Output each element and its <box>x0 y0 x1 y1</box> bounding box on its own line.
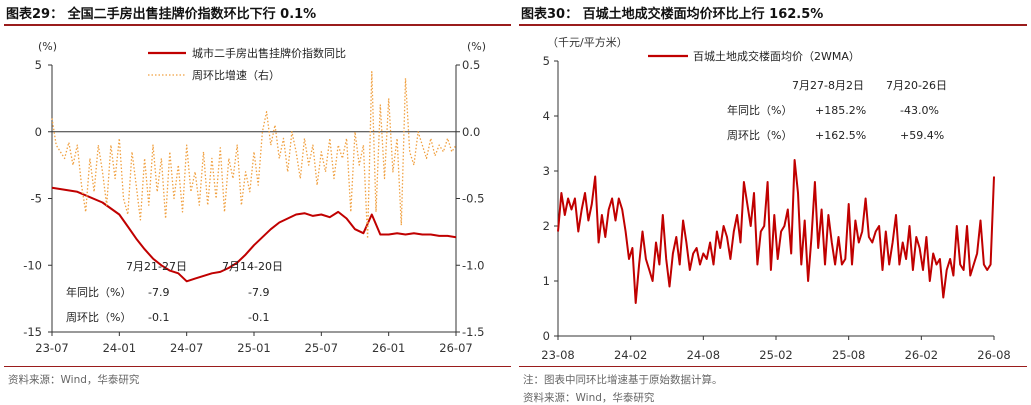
y-tick-label: 2 <box>543 219 550 233</box>
annotation-value-current: -0.1 <box>148 311 169 324</box>
right-source-note: 资料来源：Wind，华泰研究 <box>523 392 655 404</box>
x-tick-label: 26-08 <box>977 348 1010 362</box>
right-chart-panel: 图表30： 百城土地成交楼面均价环比上行 162.5% （千元/平方米） 5 4 3 2… <box>515 0 1031 404</box>
left-line-chart: (%) (%) 5 0 -5 -10 -15 0.5 0.0 -0.5 -1.0 -1.5 23-07 2… <box>23 40 486 355</box>
x-tick-label: 25-08 <box>832 348 865 362</box>
right-chart-title: 图表30： 百城土地成交楼面均价环比上行 162.5% <box>521 7 824 22</box>
legend-label: 百城土地成交楼面均价（2WMA） <box>693 49 860 63</box>
x-tick-label: 26-02 <box>905 348 938 362</box>
y-unit-label: （千元/平方米） <box>547 35 628 49</box>
x-tick-label: 26-07 <box>439 341 472 355</box>
x-tick-label: 24-02 <box>614 348 647 362</box>
y-right-tick-label: -0.5 <box>462 192 484 206</box>
annotation-header-previous: 7月14-20日 <box>222 260 283 273</box>
annotation-row-label: 周环比（%） <box>727 129 792 142</box>
y-right-tick-label: 0.0 <box>462 125 480 139</box>
legend-label: 城市二手房出售挂牌价指数同比 <box>192 46 346 60</box>
x-tick-label: 26-01 <box>372 341 405 355</box>
right-title-rule <box>519 24 1027 26</box>
annotation-value-current: -7.9 <box>148 286 169 299</box>
x-tick-label: 24-08 <box>687 348 720 362</box>
right-footnote: 注：图表中同环比增速基于原始数据计算。 <box>523 374 723 386</box>
wow-growth-dotted-line <box>51 71 457 240</box>
legend-label: 周环比增速（右） <box>192 68 280 82</box>
x-tick-label: 25-02 <box>759 348 792 362</box>
land-price-line <box>557 159 995 304</box>
y-tick-label: 0 <box>543 329 550 343</box>
y-tick-label: 4 <box>543 109 550 123</box>
y-tick-label: 1 <box>543 274 550 288</box>
annotation-value-current: +162.5% <box>815 129 866 142</box>
y-left-tick-label: 5 <box>35 58 42 72</box>
annotation-header-current: 7月21-27日 <box>126 260 187 273</box>
annotation-value-previous: -7.9 <box>248 286 269 299</box>
y-right-tick-label: -1.0 <box>462 258 484 272</box>
x-tick-label: 23-08 <box>541 348 574 362</box>
y-tick-label: 5 <box>543 54 550 68</box>
annotation-row-label: 年同比（%） <box>727 103 792 117</box>
y-left-tick-label: 0 <box>35 125 42 139</box>
y-right-unit-label: (%) <box>467 40 486 53</box>
y-right-tick-label: -1.5 <box>462 325 484 339</box>
annotation-header-current: 7月27-8月2日 <box>792 79 864 92</box>
left-chart-title: 图表29： 全国二手房出售挂牌价指数环比下行 0.1% <box>6 7 317 22</box>
y-left-tick-label: -15 <box>23 325 42 339</box>
x-tick-label: 25-07 <box>305 341 338 355</box>
x-tick-label: 23-07 <box>35 341 68 355</box>
annotation-header-previous: 7月20-26日 <box>886 79 947 92</box>
annotation-row-label: 年同比（%） <box>66 285 131 299</box>
annotation-value-current: +185.2% <box>815 104 866 117</box>
x-tick-label: 25-01 <box>237 341 270 355</box>
y-tick-label: 3 <box>543 164 550 178</box>
y-left-unit-label: (%) <box>38 40 57 53</box>
annotation-value-previous: -0.1 <box>248 311 269 324</box>
left-title-rule <box>4 24 511 26</box>
yoy-index-line <box>51 186 457 283</box>
left-chart-panel: 图表29： 全国二手房出售挂牌价指数环比下行 0.1% (%) (%) 5 0 -5 -1… <box>0 0 515 403</box>
y-left-tick-label: -5 <box>31 192 42 206</box>
x-tick-label: 24-01 <box>103 341 136 355</box>
left-source-note: 资料来源：Wind，华泰研究 <box>8 374 140 386</box>
left-bottom-rule <box>4 366 511 367</box>
annotation-row-label: 周环比（%） <box>66 311 131 324</box>
y-right-tick-label: 0.5 <box>462 58 480 72</box>
x-tick-label: 24-07 <box>170 341 203 355</box>
right-line-chart: （千元/平方米） 5 4 3 2 1 0 23-08 24-02 24-08 25-02 25-08 2… <box>541 35 1010 362</box>
y-left-tick-label: -10 <box>23 258 42 272</box>
right-bottom-rule <box>519 366 1027 367</box>
annotation-value-previous: +59.4% <box>900 129 944 142</box>
annotation-value-previous: -43.0% <box>900 104 939 117</box>
